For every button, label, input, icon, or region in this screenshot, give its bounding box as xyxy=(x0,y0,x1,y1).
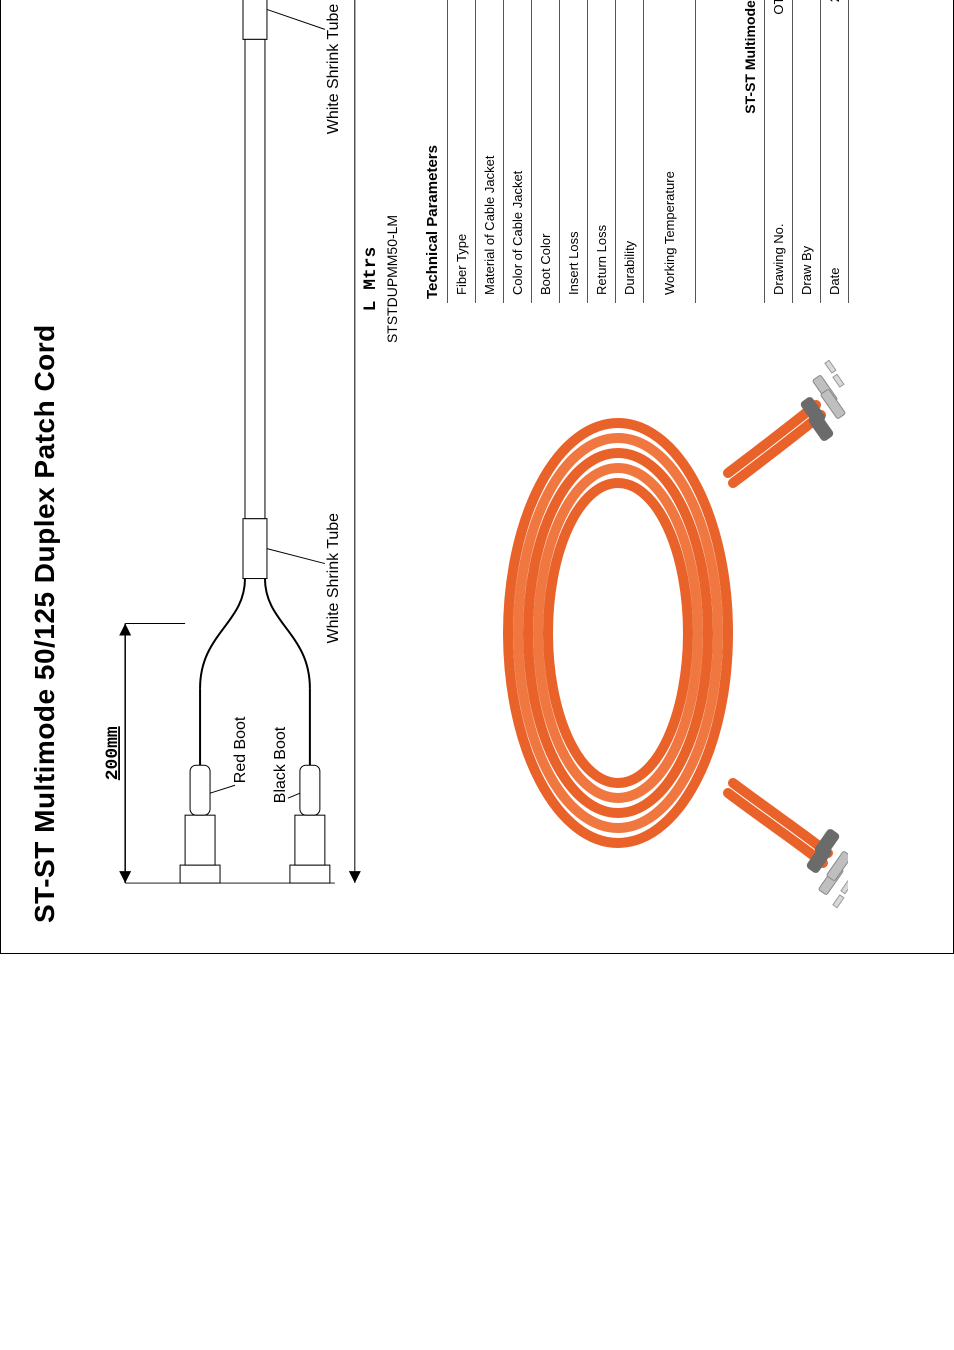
main-cable xyxy=(245,39,265,518)
table-row: Color of Cable JacketOrange xyxy=(504,0,532,303)
page-title: ST-ST Multimode 50/125 Duplex Patch Cord xyxy=(29,0,61,923)
param-value: -25 °C-- + 75°C xyxy=(644,0,696,9)
meta-value: SGL xyxy=(793,0,821,103)
left-black-boot-label: Black Boot xyxy=(272,726,289,803)
table-row: Durability≤0.2dB 1000 times mating cycle xyxy=(616,0,644,303)
param-label: Boot Color xyxy=(532,9,560,303)
table-row: Insert Loss≤0.3dB xyxy=(560,0,588,303)
right-shrink-label: White Shrink Tube xyxy=(325,4,342,135)
param-label: Insert Loss xyxy=(560,9,588,303)
meta-row: Date 2009-08-18 xyxy=(821,0,849,303)
table-row: Return Loss≥30dB xyxy=(588,0,616,303)
table-row: Fiber TypeCorning Multimode 50/125 xyxy=(448,0,476,303)
meta-table: Drawing No. OT-20090818-1 Lynn Electroni… xyxy=(765,0,849,303)
left-top-connector: Red Boot xyxy=(180,688,249,883)
meta-label: Drawing No. xyxy=(765,103,793,303)
part-number: STSTDUPMM50-LM xyxy=(384,215,400,343)
left-red-boot-label: Red Boot xyxy=(232,716,249,783)
left-connectors: Red Boot Black Boot White Shrink Tube xyxy=(180,513,342,883)
table-row: Material of Cable JacketPVC xyxy=(476,0,504,303)
param-label: Durability xyxy=(616,9,644,303)
tech-params-heading: Technical Parameters xyxy=(418,0,448,303)
param-label: Fiber Type xyxy=(448,9,476,303)
product-photo xyxy=(418,343,858,923)
table-row: Working Temperature-25 °C-- + 75°C xyxy=(644,0,696,303)
left-dim-label: 200mm xyxy=(103,726,123,780)
table-row: Boot ColorRed & Black xyxy=(532,0,560,303)
meta-label: Draw By xyxy=(793,103,821,303)
tech-params-table: Fiber TypeCorning Multimode 50/125Materi… xyxy=(448,0,696,303)
param-label: Return Loss xyxy=(588,9,616,303)
left-bottom-connector: Black Boot xyxy=(272,688,330,883)
param-value: Corning Multimode 50/125 xyxy=(448,0,476,9)
param-label: Material of Cable Jacket xyxy=(476,9,504,303)
meta-title: ST-ST Multimode 50/125 Duplex Patch Cord xyxy=(736,0,765,303)
param-value: ≤0.2dB 1000 times mating cycle xyxy=(616,0,644,9)
param-label: Color of Cable Jacket xyxy=(504,9,532,303)
param-value: ≥30dB xyxy=(588,0,616,9)
meta-row: Drawing No. OT-20090818-1 Lynn Electroni… xyxy=(765,0,793,303)
cable-diagram: 200mm 200mm Red Boot xyxy=(75,0,405,923)
meta-label: Date xyxy=(821,103,849,303)
meta-value: 2009-08-18 xyxy=(821,0,849,103)
param-value: ≤0.3dB xyxy=(560,0,588,9)
param-value: Red & Black xyxy=(532,0,560,9)
param-value: Orange xyxy=(504,0,532,9)
length-label: L Mtrs xyxy=(361,247,381,312)
param-value: PVC xyxy=(476,0,504,9)
left-shrink-label: White Shrink Tube xyxy=(325,513,342,644)
meta-row: Draw By SGL xyxy=(793,0,821,303)
meta-value: OT-20090818-1 xyxy=(765,0,793,103)
param-label: Working Temperature xyxy=(644,9,696,303)
